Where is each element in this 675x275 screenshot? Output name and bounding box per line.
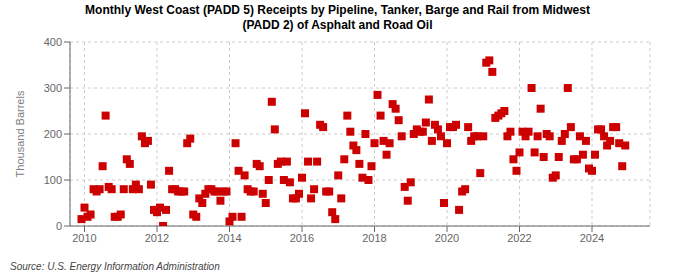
svg-text:2018: 2018 xyxy=(362,232,386,244)
svg-text:2024: 2024 xyxy=(580,232,604,244)
svg-text:100: 100 xyxy=(44,174,62,186)
svg-text:Thousand Barrels: Thousand Barrels xyxy=(14,90,26,177)
svg-text:2012: 2012 xyxy=(145,232,169,244)
svg-text:2014: 2014 xyxy=(217,232,241,244)
svg-text:2010: 2010 xyxy=(72,232,96,244)
svg-text:200: 200 xyxy=(44,128,62,140)
svg-text:2020: 2020 xyxy=(435,232,459,244)
svg-text:0: 0 xyxy=(56,220,62,232)
html-text:Monthly West Coast (PADD 5) Re: Monthly West Coast (PADD 5) Receipts by … xyxy=(85,3,590,17)
html-text:(PADD 2) of Asphalt and Road O: (PADD 2) of Asphalt and Road Oil xyxy=(242,18,433,32)
svg-text:2022: 2022 xyxy=(507,232,531,244)
html-text:Source: U.S. Energy Informatio: Source: U.S. Energy Information Administ… xyxy=(10,261,220,272)
svg-text:400: 400 xyxy=(44,36,62,48)
svg-text:300: 300 xyxy=(44,82,62,94)
svg-text:2016: 2016 xyxy=(290,232,314,244)
